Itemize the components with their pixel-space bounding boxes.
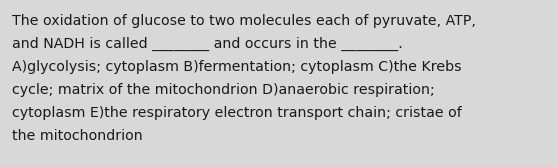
Text: cytoplasm E)the respiratory electron transport chain; cristae of: cytoplasm E)the respiratory electron tra…	[12, 106, 462, 120]
Text: cycle; matrix of the mitochondrion D)anaerobic respiration;: cycle; matrix of the mitochondrion D)ana…	[12, 83, 435, 97]
Text: and NADH is called ________ and occurs in the ________.: and NADH is called ________ and occurs i…	[12, 37, 412, 51]
Text: A)glycolysis; cytoplasm B)fermentation; cytoplasm C)the Krebs: A)glycolysis; cytoplasm B)fermentation; …	[12, 60, 461, 74]
Text: the mitochondrion: the mitochondrion	[12, 129, 143, 143]
Text: The oxidation of glucose to two molecules each of pyruvate, ATP,: The oxidation of glucose to two molecule…	[12, 14, 476, 28]
